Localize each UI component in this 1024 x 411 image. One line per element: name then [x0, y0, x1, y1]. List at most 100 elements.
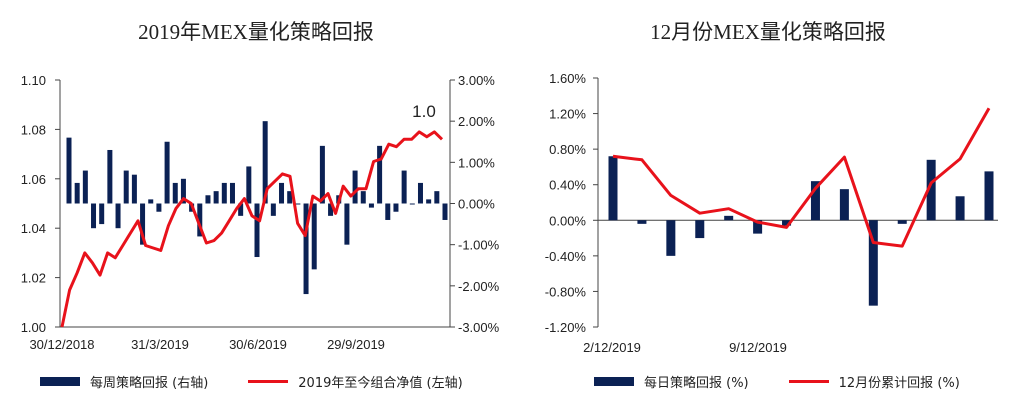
weekly-return-bar	[148, 199, 154, 204]
weekly-return-bar	[123, 170, 129, 204]
x-tick-label: 9/12/2019	[729, 340, 787, 355]
right-y-tick-label: -2.00%	[458, 279, 500, 294]
y-tick-label: -0.80%	[545, 284, 587, 299]
y-tick-label: 0.80%	[549, 142, 586, 157]
weekly-return-bar	[205, 195, 211, 204]
weekly-return-bar	[409, 203, 415, 205]
legend-nav: 2019年至今组合净值 (左轴)	[248, 372, 463, 391]
weekly-return-bar	[328, 203, 334, 216]
weekly-return-bar	[172, 182, 178, 204]
weekly-return-bar	[270, 203, 276, 216]
cumulative-return-line	[612, 107, 991, 248]
weekly-return-bar	[360, 191, 366, 204]
weekly-return-bar	[393, 203, 399, 212]
right-y-tick-label: -3.00%	[458, 320, 500, 335]
left-y-tick-label: 1.04	[21, 221, 46, 236]
weekly-return-bar	[434, 191, 440, 204]
weekly-return-bar	[238, 203, 244, 216]
nav-line	[60, 130, 444, 328]
legend-bar-swatch	[40, 377, 80, 386]
right-chart-svg: 1.60% 1.20% 0.80% 0.40% 0.00% -0.40% -0.80% -1.…	[545, 71, 998, 355]
daily-return-bar	[695, 220, 705, 239]
weekly-return-bar	[66, 137, 72, 204]
daily-return-bar	[868, 220, 878, 306]
weekly-return-bar	[287, 191, 293, 204]
legend-daily-return: 每日策略回报 (%)	[594, 372, 749, 391]
weekly-return-bar	[213, 191, 219, 204]
x-tick-label: 29/9/2019	[327, 337, 385, 352]
left-y-tick-label: 1.02	[21, 271, 46, 286]
weekly-return-bar	[368, 203, 374, 208]
y-tick-label: 0.40%	[549, 178, 586, 193]
weekly-return-bar	[352, 170, 358, 204]
left-y-tick-label: 1.00	[21, 320, 46, 335]
right-y-tick-label: 1.00%	[458, 155, 495, 170]
weekly-return-bar	[99, 203, 105, 225]
weekly-return-bar	[311, 203, 317, 270]
weekly-return-bar	[107, 149, 113, 204]
daily-return-bar	[926, 159, 936, 221]
left-chart-panel: 2019年MEX量化策略回报 1.10 1.08 1.06 1.04 1.02 1.00 3…	[21, 20, 503, 391]
daily-return-bar	[782, 220, 792, 226]
legend-line-swatch	[248, 380, 289, 383]
right-chart-panel: 12月份MEX量化策略回报 1.60% 1.20% 0.80% 0.40% 0.00% -…	[512, 0, 1024, 411]
weekly-return-bar	[221, 182, 227, 204]
left-chart-svg: 1.10 1.08 1.06 1.04 1.02 1.00 3.00% 2.00% 1.00% 0…	[21, 73, 500, 352]
weekly-return-bar	[82, 170, 88, 204]
weekly-return-bar	[246, 166, 252, 204]
y-tick-label: 0.00%	[549, 213, 586, 228]
weekly-return-bar	[344, 203, 350, 245]
legend-weekly-return-label: 每周策略回报 (右轴)	[90, 376, 209, 391]
weekly-return-bar	[442, 203, 448, 220]
weekly-return-bar	[164, 141, 170, 204]
left-y-tick-label: 1.10	[21, 73, 46, 88]
daily-return-bar	[955, 196, 965, 221]
daily-return-bar	[637, 220, 647, 224]
legend-line-swatch	[788, 380, 829, 383]
daily-return-bar	[666, 220, 676, 256]
weekly-return-bar	[377, 145, 383, 204]
y-tick-label: 1.20%	[549, 107, 586, 122]
y-tick-label: -1.20%	[545, 320, 587, 335]
x-tick-label: 2/12/2019	[583, 340, 641, 355]
weekly-return-bar	[180, 178, 186, 204]
x-tick-label: 31/3/2019	[131, 337, 189, 352]
daily-return-bar	[753, 220, 763, 234]
weekly-return-bar	[74, 182, 80, 204]
weekly-return-bar	[319, 145, 325, 204]
daily-return-bar	[984, 171, 994, 221]
right-y-tick-label: 2.00%	[458, 114, 495, 129]
weekly-return-bar	[115, 203, 121, 229]
weekly-return-bar	[131, 174, 137, 204]
daily-return-bar	[608, 156, 618, 221]
right-chart-title: 12月份MEX量化策略回报	[650, 20, 886, 44]
left-y-tick-label: 1.08	[21, 122, 46, 137]
x-tick-label: 30/6/2019	[229, 337, 287, 352]
y-tick-label: -0.40%	[545, 249, 587, 264]
left-chart-legend: 每周策略回报 (右轴) 2019年至今组合净值 (左轴)	[40, 372, 503, 391]
left-chart-title: 2019年MEX量化策略回报	[138, 20, 374, 44]
weekly-return-bar	[385, 203, 391, 220]
right-y-tick-label: 0.00%	[458, 197, 495, 212]
right-y-tick-label: 3.00%	[458, 73, 495, 88]
weekly-return-bar	[295, 203, 301, 205]
legend-nav-label: 2019年至今组合净值 (左轴)	[298, 376, 463, 391]
weekly-return-bar	[156, 203, 162, 212]
daily-return-bar	[810, 181, 820, 221]
weekly-return-bar	[91, 203, 97, 229]
weekly-return-bar	[262, 121, 268, 204]
legend-weekly-return: 每周策略回报 (右轴)	[40, 372, 208, 391]
left-y-tick-label: 1.06	[21, 172, 46, 187]
weekly-return-bar	[303, 203, 309, 295]
daily-return-bar	[897, 220, 907, 224]
weekly-return-bar	[229, 182, 235, 204]
daily-return-bar	[839, 189, 849, 221]
annotation-label: 1.0	[412, 102, 436, 121]
weekly-return-bar	[426, 199, 432, 204]
weekly-return-bar	[279, 182, 285, 204]
legend-daily-return-label: 每日策略回报 (%)	[644, 376, 749, 391]
right-chart-legend: 每日策略回报 (%) 12月份累计回报 (%)	[594, 372, 1000, 391]
weekly-return-bar	[401, 170, 407, 204]
x-tick-label: 30/12/2018	[29, 337, 94, 352]
right-y-tick-label: -1.00%	[458, 238, 500, 253]
